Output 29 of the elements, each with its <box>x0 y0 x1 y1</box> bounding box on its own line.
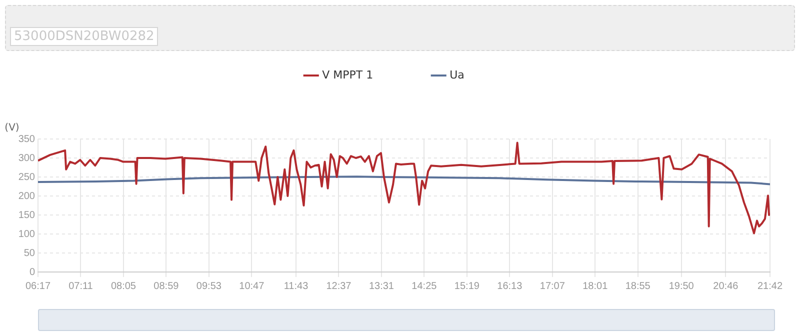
x-tick-label: 07:11 <box>68 280 94 292</box>
y-tick-label: 100 <box>18 228 36 240</box>
x-tick-label: 21:42 <box>757 280 783 292</box>
y-tick-label: 150 <box>18 210 36 221</box>
y-axis-title: (V) <box>4 122 20 134</box>
x-tick-label: 14:25 <box>412 280 438 292</box>
x-tick-label: 16:13 <box>497 280 523 292</box>
x-tick-label: 18:55 <box>625 280 651 292</box>
y-tick-label: 300 <box>18 152 36 164</box>
y-tick-label: 250 <box>18 172 36 183</box>
legend-label: Ua <box>450 68 464 82</box>
y-tick-label: 50 <box>24 248 36 259</box>
x-tick-label: 11:43 <box>284 280 309 292</box>
x-tick-label: 15:19 <box>454 280 480 292</box>
x-tick-label: 20:46 <box>713 280 739 292</box>
x-tick-label: 17:07 <box>540 280 566 292</box>
x-tick-label: 13:31 <box>368 280 394 292</box>
x-tick-label: 18:01 <box>582 280 608 292</box>
x-tick-label: 12:37 <box>326 280 352 292</box>
y-tick-label: 0 <box>29 266 36 278</box>
x-tick-label: 08:05 <box>110 280 136 292</box>
x-tick-label: 10:47 <box>239 280 265 292</box>
x-tick-label: 09:53 <box>196 280 222 292</box>
y-tick-label: 200 <box>18 190 36 202</box>
x-tick-label: 19:50 <box>668 280 694 292</box>
x-tick-label: 08:59 <box>154 280 180 292</box>
legend-label: V MPPT 1 <box>322 68 374 82</box>
y-tick-label: 350 <box>18 134 36 145</box>
x-tick-label: 06:17 <box>25 280 51 292</box>
